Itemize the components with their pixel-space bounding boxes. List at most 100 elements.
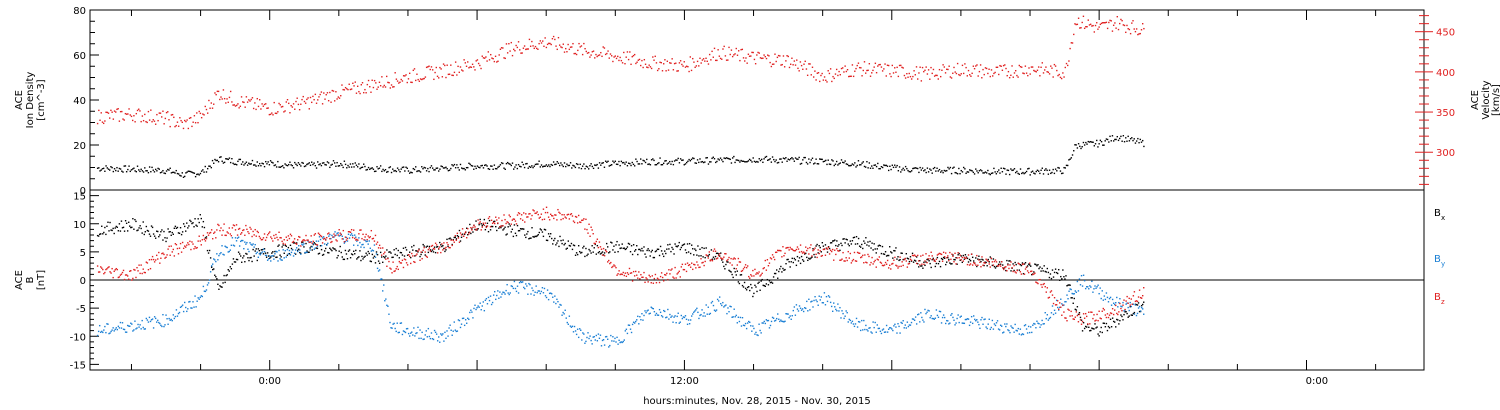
ion-density-point: [953, 166, 955, 168]
by-point: [502, 291, 504, 293]
velocity-point: [654, 55, 656, 58]
bz-point: [111, 267, 113, 270]
ion-density-point: [942, 171, 944, 174]
bx-point: [879, 245, 882, 247]
by-point: [1073, 293, 1075, 295]
velocity-point: [1125, 31, 1127, 34]
bx-point: [1076, 306, 1079, 308]
bz-point: [664, 273, 666, 276]
bx-point: [824, 244, 827, 246]
by-point: [975, 320, 977, 322]
bz-point: [711, 260, 714, 262]
bz-point: [838, 250, 840, 252]
ion-density-point: [1112, 140, 1115, 142]
by-point: [1082, 274, 1085, 276]
by-point: [313, 248, 316, 250]
bz-point: [301, 240, 303, 243]
bz-point: [1004, 266, 1006, 269]
bx-point: [495, 225, 497, 228]
ion-density-point: [285, 164, 288, 166]
bz-point: [681, 263, 684, 266]
bz-point: [378, 244, 381, 247]
bz-point: [571, 215, 574, 217]
by-point: [572, 331, 575, 333]
bz-point: [684, 263, 687, 265]
ion-density-point: [521, 161, 523, 163]
velocity-point: [1088, 24, 1091, 26]
bz-point: [572, 220, 575, 222]
ion-density-point: [428, 170, 430, 173]
bx-point: [682, 244, 685, 246]
velocity-point: [348, 83, 350, 85]
by-point: [657, 314, 660, 316]
bx-point: [758, 281, 760, 283]
bx-point: [995, 265, 998, 268]
bz-point: [1035, 281, 1037, 283]
ion-density-point: [873, 164, 875, 166]
bz-point: [103, 272, 105, 275]
ion-density-point: [689, 160, 692, 162]
ion-density-point: [927, 171, 930, 173]
bz-point: [767, 265, 770, 267]
ion-density-point: [427, 167, 429, 170]
ion-density-point: [242, 161, 244, 163]
bz-point: [565, 217, 567, 219]
by-point: [1000, 325, 1003, 327]
bz-point: [485, 226, 488, 229]
velocity-point: [975, 65, 977, 67]
bz-point: [211, 238, 214, 240]
bz-point: [685, 270, 688, 273]
ion-density-point: [781, 161, 783, 163]
bz-point: [264, 239, 267, 241]
bz-point: [651, 275, 653, 277]
by-point: [398, 331, 401, 334]
by-point: [189, 300, 191, 303]
velocity-point: [109, 117, 111, 119]
bz-point: [793, 250, 796, 252]
by-point: [1069, 288, 1071, 290]
velocity-point: [127, 113, 129, 115]
bz-point: [481, 226, 483, 228]
bx-point: [1074, 308, 1077, 311]
ion-density-point: [862, 161, 864, 163]
velocity-point: [396, 80, 399, 82]
by-point: [700, 313, 702, 316]
by-point: [441, 334, 443, 336]
bx-point: [581, 251, 583, 254]
ion-density-point: [405, 166, 407, 168]
bz-point: [297, 239, 299, 241]
bx-point: [1073, 297, 1075, 300]
ion-density-point: [378, 167, 381, 169]
ion-density-point: [304, 165, 307, 167]
velocity-point: [721, 58, 723, 60]
velocity-point: [606, 52, 608, 55]
ion-density-point: [919, 166, 921, 169]
by-point: [708, 313, 711, 315]
by-point: [459, 326, 462, 329]
bz-point: [730, 257, 732, 260]
by-point: [1100, 297, 1102, 300]
by-point: [312, 243, 314, 245]
velocity-point: [214, 92, 216, 94]
bx-point: [849, 240, 852, 242]
velocity-point: [105, 111, 107, 113]
bx-point: [254, 250, 256, 252]
bz-point: [855, 260, 858, 262]
ion-density-point: [441, 165, 444, 168]
bx-point: [442, 244, 444, 247]
ion-density-point: [627, 162, 630, 164]
bz-point: [299, 236, 301, 238]
by-point: [637, 315, 639, 318]
velocity-point: [658, 68, 660, 70]
ion-density-point: [737, 159, 740, 162]
ion-density-point: [244, 162, 246, 165]
bz-point: [1079, 319, 1082, 321]
by-point: [823, 292, 826, 294]
bx-point: [1108, 327, 1111, 329]
by-point: [287, 253, 290, 255]
velocity-point: [433, 78, 435, 81]
bx-point: [935, 262, 938, 265]
bx-point: [401, 254, 404, 256]
velocity-point: [198, 110, 200, 113]
